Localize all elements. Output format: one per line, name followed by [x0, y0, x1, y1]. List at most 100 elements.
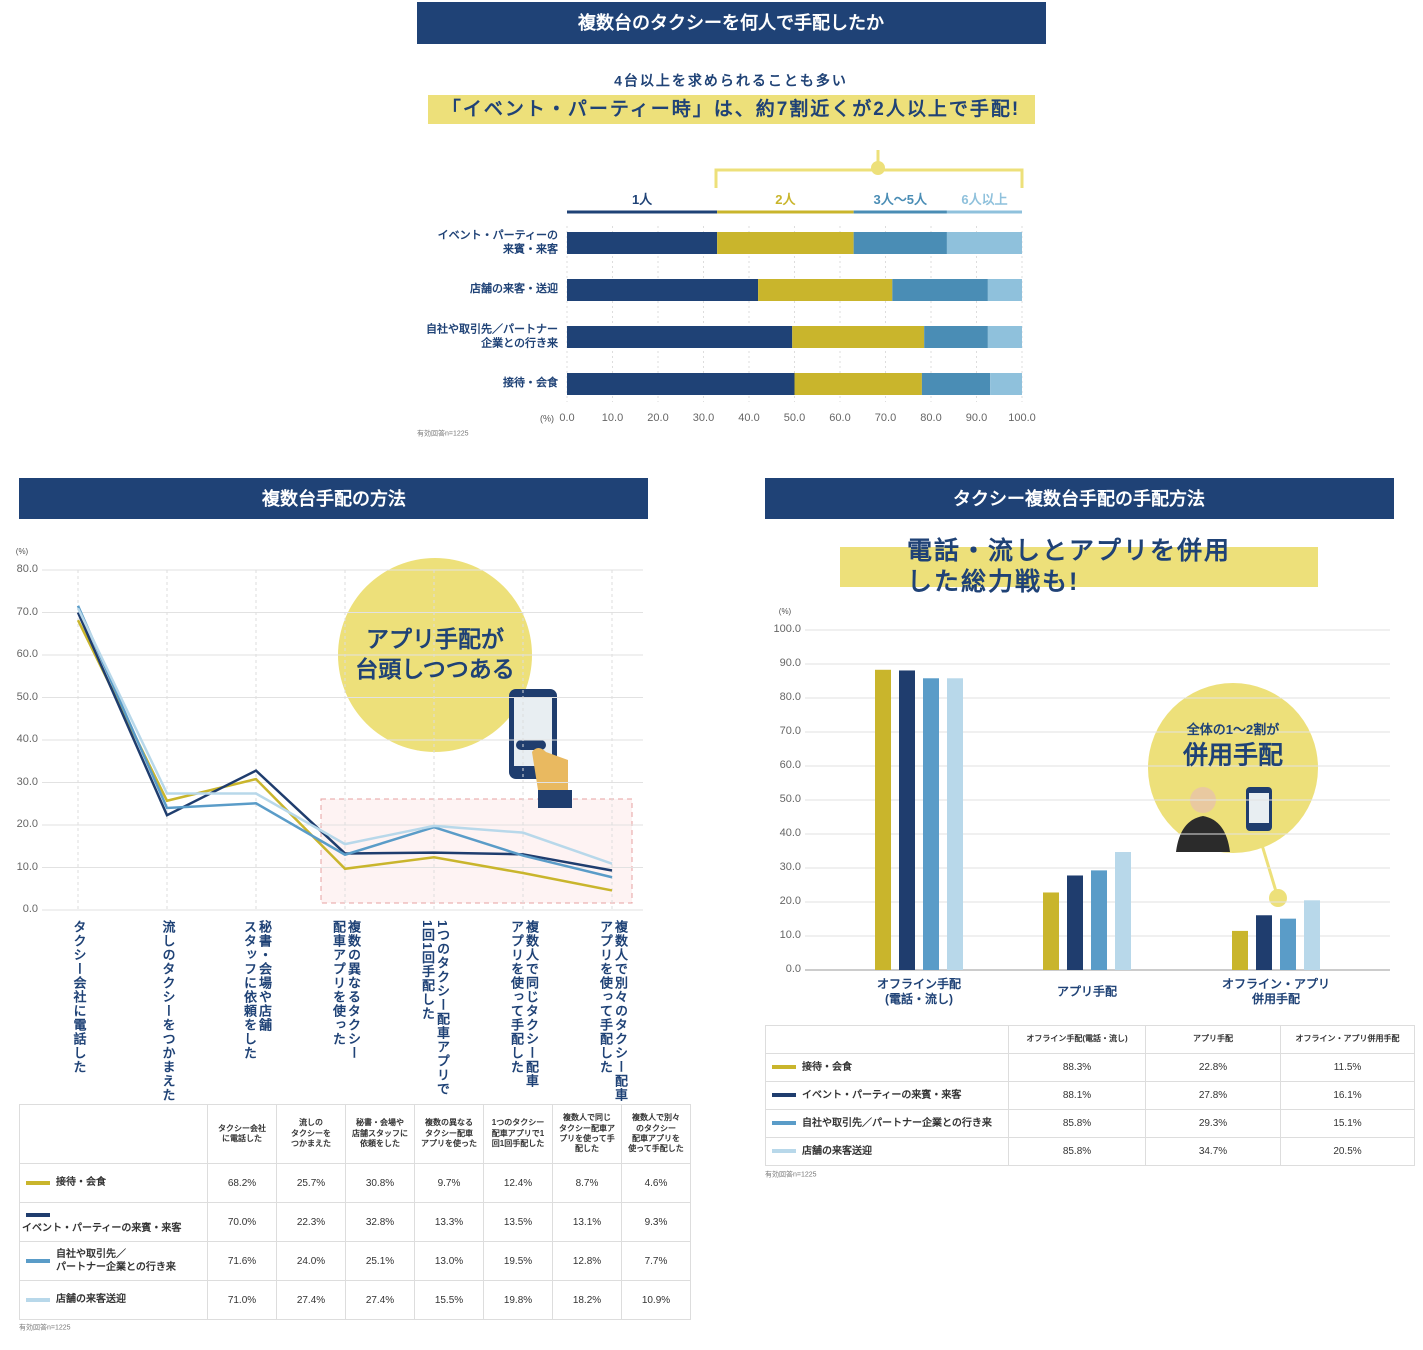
bar-segment: [924, 326, 988, 348]
y-tick-label: 50.0: [16, 690, 38, 703]
table-header: 複数人で同じ タクシー配車ア プリを使って手 配した: [559, 1113, 615, 1154]
value-label: 25.7%: [296, 1177, 326, 1189]
value-label: 27.8%: [1198, 1090, 1228, 1101]
table-cell: 34.7%: [1145, 1137, 1281, 1166]
value-label: 85.8%: [1062, 1118, 1092, 1129]
table-cell: 9.3%: [621, 1202, 691, 1242]
y-tick-label: 30.0: [16, 775, 38, 788]
value-label: 13.1%: [572, 1216, 602, 1228]
legend-label: 接待・会食: [56, 1177, 106, 1189]
value-label: 20.5%: [1333, 1146, 1362, 1157]
x-tick-label: 30.0: [692, 412, 715, 425]
value-label: 9.3%: [644, 1216, 668, 1228]
x-tick-label: 40.0: [738, 412, 760, 425]
legend-label: 店舗の来客送迎: [56, 1294, 126, 1306]
table-cell: 19.5%: [483, 1241, 553, 1281]
value-label: 71.0%: [227, 1294, 257, 1306]
x-tick-label: オフライン・アプリ 併用手配: [1221, 977, 1331, 1006]
table-cell: 流しの タクシーを つかまえた: [276, 1104, 346, 1164]
bracket: [714, 168, 1024, 188]
y-tick-label: 80.0: [779, 691, 801, 704]
table-cell: 店舗の来客送迎: [19, 1280, 208, 1320]
bar-segment: [892, 279, 988, 301]
phone-screen: [1249, 793, 1269, 823]
bar-segment: [567, 326, 793, 348]
y-tick-label: 30.0: [779, 861, 801, 874]
bar-segment: [853, 232, 947, 254]
table-row: 店舗の来客送迎 71.0% 27.4% 27.4% 15.5% 19.8% 18.2% 10.…: [19, 1280, 691, 1320]
annotation: 併用手配: [1182, 741, 1284, 770]
table-cell: 85.8%: [1008, 1109, 1146, 1138]
table-cell: 13.3%: [414, 1202, 484, 1242]
table-cell: 70.0%: [207, 1202, 277, 1242]
legend-label: 接待・会食: [802, 1061, 852, 1073]
legend-label: イベント・パーティーの来賓・来客: [22, 1222, 182, 1234]
table-cell: 4.6%: [621, 1163, 691, 1203]
y-axis-label: (%): [778, 607, 792, 616]
table-cell: 8.7%: [552, 1163, 622, 1203]
highlight-box: [320, 798, 633, 904]
bar-segment: [567, 232, 718, 254]
legend-label: 2人: [775, 191, 796, 207]
value-label: 15.5%: [434, 1294, 464, 1306]
sleeve-icon: [538, 790, 572, 808]
phone-button: [516, 740, 546, 750]
chart-title: 複数台手配の方法: [262, 488, 406, 509]
value-label: 88.1%: [1062, 1090, 1092, 1101]
table-header: 1つのタクシー 配車アプリで1 回1回手配した: [491, 1118, 545, 1149]
y-tick-label: 80.0: [16, 563, 38, 576]
x-tick-label: 20.0: [647, 412, 669, 425]
value-label: 19.8%: [503, 1294, 533, 1306]
y-tick-label: 50.0: [779, 793, 801, 806]
bar: [1232, 930, 1248, 970]
x-tick-label: 流しのタクシーをつかまえた: [160, 920, 176, 1102]
bracket-dot: [871, 161, 885, 175]
table-cell: 24.0%: [276, 1241, 346, 1281]
value-label: 24.0%: [296, 1255, 326, 1267]
chart-title: タクシー複数台手配の手配方法: [953, 488, 1205, 509]
y-tick-label: 100.0: [773, 623, 801, 636]
y-tick-label: 10.0: [16, 860, 38, 873]
table-cell: 複数の異なる タクシー配車 アプリを使った: [414, 1104, 484, 1164]
legend-swatch: [772, 1121, 796, 1126]
table-header: 流しの タクシーを つかまえた: [291, 1118, 331, 1149]
y-tick-label: 20.0: [16, 818, 38, 831]
annotation: アプリ手配が 台頭しつつある: [355, 626, 515, 682]
table-cell: 自社や取引先／パートナー企業との行き来: [765, 1109, 1009, 1138]
table-cell: オフライン手配(電話・流し): [1008, 1025, 1146, 1054]
table-cell: 71.6%: [207, 1241, 277, 1281]
bar: [923, 678, 939, 970]
table-header: 複数の異なる タクシー配車 アプリを使った: [421, 1118, 477, 1149]
x-tick-label: 10.0: [601, 412, 624, 425]
bar: [1304, 900, 1320, 970]
value-label: 13.3%: [434, 1216, 464, 1228]
bar: [1091, 870, 1107, 970]
title-bar: [417, 2, 1046, 44]
legend-label: イベント・パーティーの来賓・来客: [802, 1089, 962, 1101]
legend-label: 店舗の来客送迎: [802, 1145, 872, 1157]
bar-segment: [758, 279, 893, 301]
headline: 「イベント・パーティー時」は、約7割近くが2人以上で手配!: [441, 99, 1021, 121]
footnote: 有効回答n=1225: [19, 1324, 71, 1332]
table-cell: 接待・会食: [19, 1163, 208, 1203]
x-tick-label: 0.0: [559, 412, 575, 425]
bar: [899, 670, 915, 970]
value-label: 13.0%: [434, 1255, 464, 1267]
y-tick-label: 10.0: [779, 929, 801, 942]
headline-box: [428, 95, 1035, 124]
x-axis-label: (%): [540, 413, 554, 424]
title-bar: [19, 478, 648, 519]
bar: [947, 678, 963, 970]
legend-label: 自社や取引先／ パートナー企業との行き来: [56, 1249, 176, 1273]
bar-segment: [792, 326, 925, 348]
table-cell: 接待・会食: [765, 1053, 1009, 1082]
value-label: 11.5%: [1333, 1062, 1362, 1073]
y-tick-label: 90.0: [779, 657, 801, 670]
data-line: [76, 619, 613, 892]
table-cell: 71.0%: [207, 1280, 277, 1320]
annotation-circle: [1148, 683, 1318, 853]
legend-swatch: [26, 1259, 50, 1263]
table-cell: イベント・パーティーの来賓・来客: [19, 1202, 208, 1242]
value-label: 85.8%: [1062, 1146, 1092, 1157]
